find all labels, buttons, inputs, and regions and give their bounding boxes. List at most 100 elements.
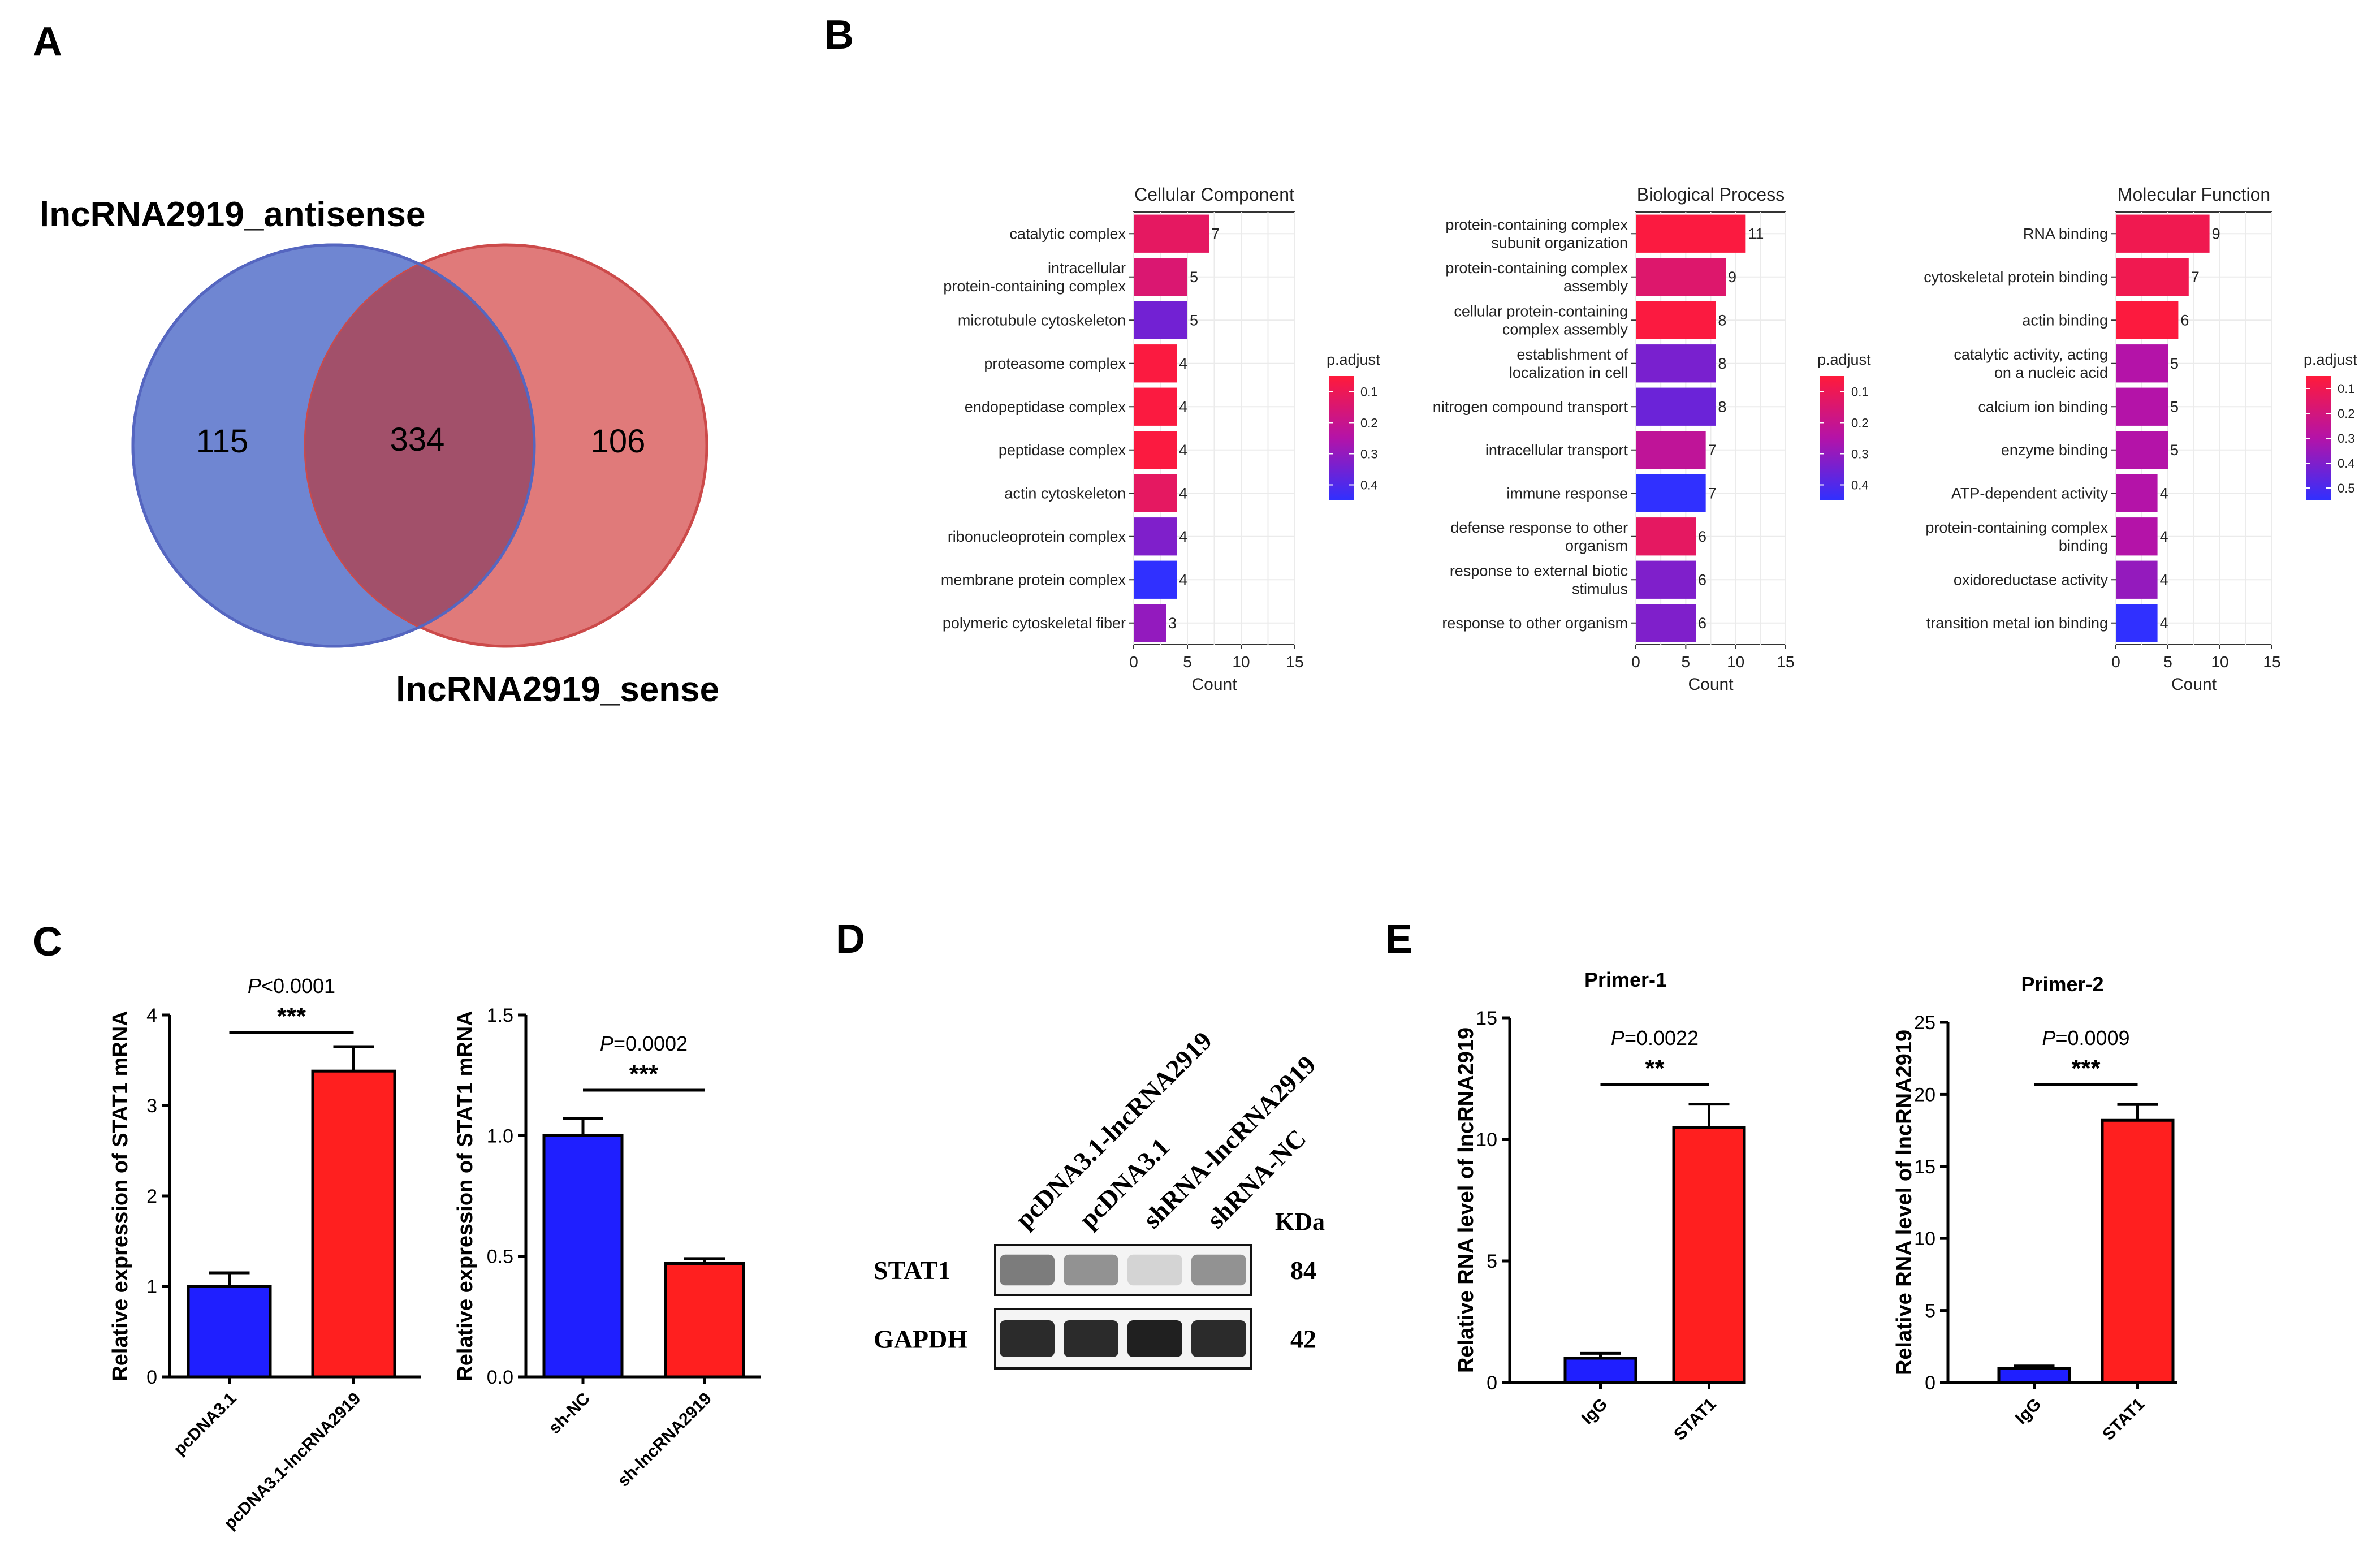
bar-value-label: 5 (1190, 312, 1198, 329)
legend-title: p.adjust (1817, 351, 1871, 368)
blot-kda-value: 42 (1290, 1325, 1316, 1354)
bar-value-label: 4 (1179, 398, 1187, 415)
go-bar (1636, 214, 1746, 253)
legend-tick-label: 0.1 (2338, 382, 2355, 396)
bar-value-label: 6 (1698, 615, 1706, 632)
y-tick-label: 15 (1476, 1008, 1497, 1029)
category-label: actin binding (2022, 312, 2108, 329)
bar-value-label: 3 (1168, 615, 1177, 632)
category-label: establishment of localization in cell (1509, 346, 1628, 381)
kda-header: KDa (1275, 1208, 1325, 1236)
bar-value-label: 7 (1708, 442, 1717, 459)
significance-stars: *** (629, 1060, 659, 1088)
category-label: defense response to other organism (1450, 519, 1628, 554)
legend-tick-label: 0.3 (2338, 431, 2355, 446)
go-bar (1134, 604, 1166, 642)
bar-value-label: 11 (1748, 225, 1764, 242)
x-tick-label: STAT1 (1670, 1395, 1719, 1444)
category-label: catalytic complex (1009, 225, 1126, 242)
go-bar (1636, 344, 1716, 383)
legend-tick-label: 0.3 (1360, 447, 1378, 461)
blot-band (1000, 1254, 1055, 1286)
bar-value-label: 7 (1708, 485, 1717, 502)
bar-value-label: 8 (1718, 355, 1726, 372)
blot-band (1127, 1254, 1182, 1286)
bar-value-label: 5 (2170, 355, 2179, 372)
go-bar (1134, 301, 1187, 339)
x-tick-label: 5 (2163, 653, 2172, 671)
x-axis-label: Count (1688, 675, 1734, 694)
y-tick-label: 25 (1914, 1012, 1935, 1034)
chart-stat1-overexpression: 0 1 2 3 4 Relative expression of STAT1 mRNA pc… (109, 974, 421, 1533)
panel-label-a: A (33, 19, 62, 64)
go-bar (1636, 258, 1726, 296)
western-blot: pcDNA3.1-lncRNA2919pcDNA3.1shRNA-lncRNA2… (874, 1026, 1325, 1370)
x-tick-label: 10 (1232, 653, 1250, 671)
significance-stars: *** (2071, 1055, 2101, 1082)
go-bar (2116, 517, 2158, 556)
venn-only-a-count: 115 (196, 423, 248, 460)
x-tick-label: pcDNA3.1 (170, 1389, 240, 1459)
blot-band (1064, 1320, 1118, 1358)
blot-band (1064, 1254, 1118, 1286)
category-label: endopeptidase complex (965, 398, 1126, 415)
chart-title: Primer-2 (2021, 973, 2103, 996)
category-label: cellular protein-containing complex assem… (1454, 303, 1628, 338)
bar-value-label: 6 (2180, 312, 2189, 329)
category-label: response to other organism (1442, 615, 1628, 632)
legend-tick-label: 0.4 (2338, 456, 2355, 470)
category-label: RNA binding (2023, 225, 2108, 242)
bar-value-label: 9 (2212, 225, 2220, 242)
data-bar (664, 1262, 745, 1379)
bar-value-label: 4 (2160, 615, 2168, 632)
bar-value-label: 4 (1179, 355, 1187, 372)
bar-value-label: 7 (2191, 269, 2200, 286)
x-tick-label: sh-NC (545, 1389, 594, 1438)
bar-value-label: 4 (2160, 528, 2168, 545)
y-axis-label: Relative RNA level of lncRNA2919 (1454, 1027, 1478, 1373)
category-label: ATP-dependent activity (1951, 485, 2109, 502)
go-bar (1134, 387, 1177, 426)
category-label: intracellular protein-containing complex (943, 260, 1126, 295)
data-bar (1672, 1126, 1746, 1384)
legend-colorbar (1820, 376, 1844, 500)
y-tick-label: 1.5 (487, 1005, 513, 1026)
x-axis-label: Count (1191, 675, 1237, 694)
bar-value-label: 8 (1718, 312, 1726, 329)
category-label: polymeric cytoskeletal fiber (943, 615, 1126, 632)
category-label: cytoskeletal protein binding (1924, 269, 2108, 286)
go-bar (1636, 604, 1696, 642)
y-tick-label: 0 (1925, 1372, 1935, 1394)
legend-tick-label: 0.1 (1851, 385, 1869, 399)
bar-value-label: 5 (2170, 398, 2179, 415)
y-tick-label: 2 (146, 1186, 157, 1207)
chart-title: Primer-1 (1584, 968, 1667, 991)
x-tick-label: 0 (1631, 653, 1640, 671)
venn-set-a-label: lncRNA2919_antisense (40, 195, 425, 234)
x-tick-label: 10 (1727, 653, 1744, 671)
x-tick-label: 5 (1183, 653, 1192, 671)
go-bar (2116, 474, 2158, 512)
go-bar (1134, 560, 1177, 599)
category-label: protein-containing complex assembly (1445, 260, 1628, 295)
category-label: catalytic activity, acting on a nucleic a… (1954, 346, 2108, 381)
bar-value-label: 6 (1698, 528, 1706, 545)
p-value-label: P=0.0022 (1611, 1026, 1699, 1049)
legend-colorbar (1329, 376, 1354, 500)
category-label: membrane protein complex (941, 571, 1126, 588)
blot-kda-value: 84 (1290, 1256, 1316, 1285)
category-label: nitrogen compound transport (1433, 398, 1628, 415)
y-tick-label: 10 (1914, 1228, 1935, 1250)
legend-tick-label: 0.3 (1851, 447, 1869, 461)
go-bar (1134, 258, 1187, 296)
legend-tick-label: 0.1 (1360, 385, 1378, 399)
venn-set-b-label: lncRNA2919_sense (396, 670, 719, 709)
y-tick-label: 15 (1914, 1156, 1935, 1178)
go-bar (1636, 560, 1696, 599)
x-tick-label: IgG (2012, 1395, 2045, 1428)
chart-title: Molecular Function (2118, 184, 2270, 205)
bar-value-label: 9 (1728, 269, 1736, 286)
x-tick-label: IgG (1578, 1395, 1611, 1428)
bar-value-label: 4 (1179, 571, 1187, 588)
